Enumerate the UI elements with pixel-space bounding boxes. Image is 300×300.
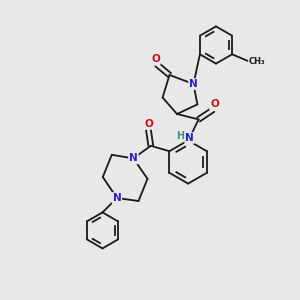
Text: N: N <box>129 153 138 164</box>
Text: N: N <box>112 193 121 203</box>
Text: O: O <box>144 119 153 129</box>
Text: N: N <box>189 79 198 89</box>
Text: H: H <box>176 130 184 141</box>
Text: N: N <box>185 133 194 143</box>
Text: O: O <box>210 99 219 110</box>
Text: O: O <box>151 54 160 64</box>
Text: CH₃: CH₃ <box>249 57 265 66</box>
